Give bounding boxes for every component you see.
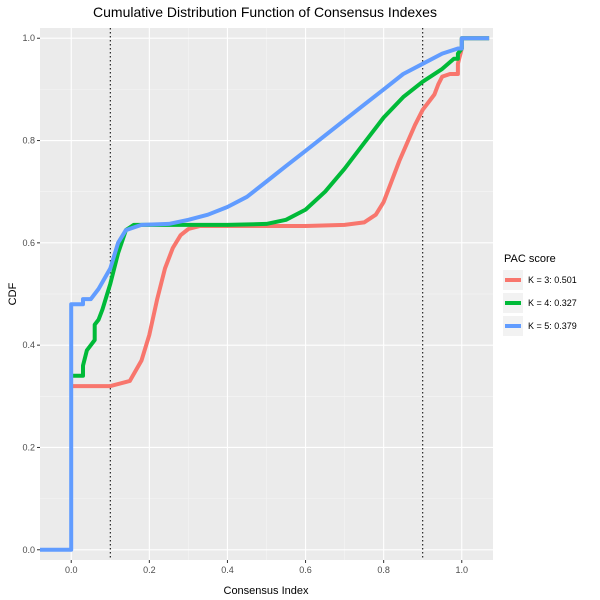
legend: PAC score K = 3: 0.501 K = 4: 0.327 K = 5:… — [503, 253, 577, 336]
y-tick-label: 0.6 — [22, 238, 35, 248]
series-line — [71, 36, 490, 389]
y-tick-label: 0.4 — [22, 340, 35, 350]
series-line — [71, 36, 490, 378]
legend-label: K = 5: 0.379 — [528, 321, 577, 331]
y-tick-label: 0.2 — [22, 442, 35, 452]
legend-title: PAC score — [504, 253, 556, 265]
x-tick-label: 0.2 — [143, 565, 156, 575]
threshold-lines — [109, 28, 424, 560]
y-axis-title: CDF — [7, 282, 19, 305]
legend-label: K = 3: 0.501 — [528, 275, 577, 285]
x-axis-title: Consensus Index — [224, 585, 309, 597]
y-tick-label: 0.8 — [22, 136, 35, 146]
series-lines — [40, 36, 490, 552]
x-tick-label: 1.0 — [456, 565, 469, 575]
x-tick-label: 0.6 — [299, 565, 312, 575]
x-axis: 0.0 0.2 0.4 0.6 0.8 1.0 — [65, 560, 468, 575]
chart-title: Cumulative Distribution Function of Cons… — [93, 4, 437, 20]
legend-label: K = 4: 0.327 — [528, 298, 577, 308]
x-tick-label: 0.4 — [221, 565, 234, 575]
y-tick-label: 0.0 — [22, 545, 35, 555]
y-tick-label: 1.0 — [22, 33, 35, 43]
series-line — [40, 36, 490, 552]
x-tick-label: 0.0 — [65, 565, 78, 575]
y-axis: 0.0 0.2 0.4 0.6 0.8 1.0 — [22, 33, 40, 555]
x-tick-label: 0.8 — [377, 565, 390, 575]
